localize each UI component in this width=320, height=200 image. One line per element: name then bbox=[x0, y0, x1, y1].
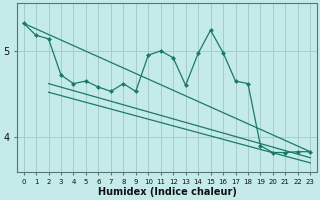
X-axis label: Humidex (Indice chaleur): Humidex (Indice chaleur) bbox=[98, 187, 236, 197]
